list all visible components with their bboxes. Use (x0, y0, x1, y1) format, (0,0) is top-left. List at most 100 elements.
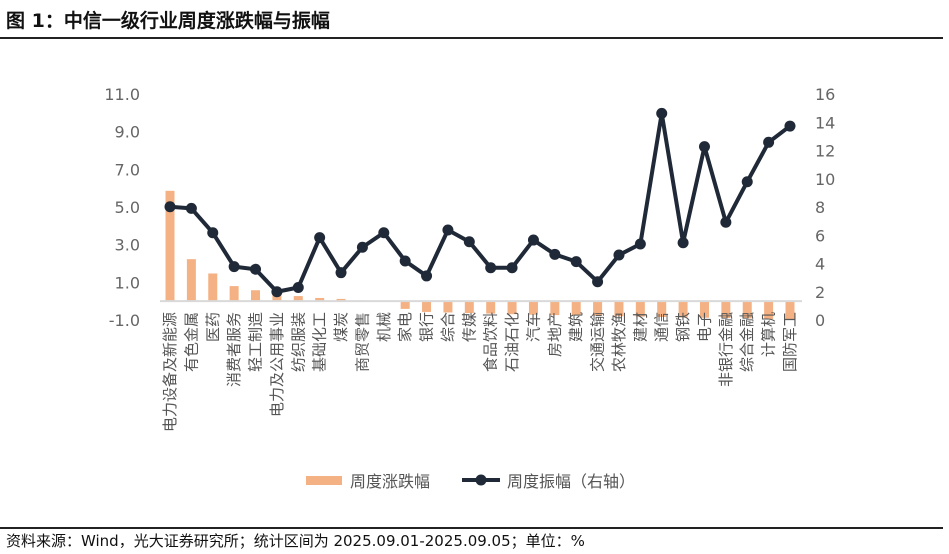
footer-divider (0, 527, 943, 529)
bar (400, 301, 410, 309)
legend-line-label: 周度振幅（右轴） (507, 472, 635, 491)
category-label: 医药 (204, 312, 222, 342)
right-axis-tick: 6 (815, 226, 825, 245)
bar (742, 301, 752, 319)
left-axis-tick: -1.0 (109, 311, 140, 330)
category-label: 基础化工 (311, 312, 329, 372)
line-point (271, 286, 283, 298)
right-axis-tick: 2 (815, 283, 825, 302)
line-point (527, 234, 539, 246)
category-label: 农林牧渔 (610, 312, 628, 372)
line-point (720, 216, 732, 228)
bar (571, 301, 581, 316)
bar (593, 301, 603, 316)
left-axis-tick: 1.0 (115, 273, 140, 292)
category-label: 商贸零售 (353, 312, 371, 372)
bar (251, 290, 261, 302)
right-axis-tick: 12 (815, 142, 835, 161)
title-divider (0, 37, 943, 39)
line-point (613, 249, 625, 261)
bar (229, 286, 239, 302)
line-point (506, 262, 518, 274)
category-label: 非银行金融 (717, 312, 735, 387)
category-label: 煤炭 (332, 312, 350, 342)
right-axis-tick: 8 (815, 198, 825, 217)
line-point (698, 141, 710, 153)
line-point (314, 232, 326, 244)
legend-bar-swatch (306, 476, 342, 485)
amplitude-line (169, 111, 792, 294)
category-label: 通信 (653, 312, 671, 342)
line-point (335, 267, 347, 279)
bar (614, 301, 624, 317)
category-label: 家电 (396, 312, 414, 342)
bar (422, 301, 432, 312)
figure-title: 图 1：中信一级行业周度涨跌幅与振幅 (6, 10, 330, 32)
bar (208, 273, 218, 302)
line-point (399, 255, 411, 267)
bar (315, 297, 325, 302)
bar (165, 190, 175, 302)
bar (272, 293, 282, 302)
left-axis-tick: 11.0 (104, 85, 140, 104)
category-label: 消费者服务 (225, 312, 243, 387)
category-label: 国防军工 (781, 312, 799, 372)
line-point (549, 248, 561, 260)
line-point (378, 227, 390, 239)
line-point (292, 282, 304, 294)
category-label: 电子 (695, 312, 713, 342)
bar (486, 301, 496, 314)
bar (785, 301, 795, 320)
category-label: 银行 (418, 312, 436, 342)
category-label: 电力设备及新能源 (161, 312, 179, 432)
category-label: 建材 (631, 312, 649, 342)
bar (528, 301, 538, 315)
bar (550, 301, 560, 316)
line-point (634, 238, 646, 250)
category-label: 计算机 (760, 312, 778, 357)
line-point (570, 256, 582, 268)
line-point (356, 241, 368, 253)
line-point (592, 276, 604, 288)
left-axis-tick: 3.0 (115, 236, 140, 255)
bar (678, 301, 688, 318)
line-point (228, 261, 240, 273)
line-point (250, 263, 262, 275)
category-label: 交通运输 (589, 312, 607, 372)
source-note: 资料来源：Wind，光大证券研究所；统计区间为 2025.09.01-2025.… (6, 532, 585, 550)
line-point (656, 107, 668, 119)
legend-line-marker (475, 474, 487, 486)
category-label: 传媒 (460, 312, 478, 342)
category-label: 机械 (375, 312, 393, 342)
category-label: 石油石化 (503, 312, 521, 372)
category-label: 钢铁 (674, 312, 692, 342)
line-point (741, 176, 753, 188)
line-point (442, 224, 454, 236)
bar (507, 301, 517, 315)
line-point (784, 120, 796, 132)
bar (721, 301, 731, 319)
bar (293, 296, 303, 302)
right-axis-tick: 16 (815, 85, 835, 104)
right-axis-tick: 0 (815, 311, 825, 330)
category-label: 汽车 (524, 312, 542, 342)
right-axis-tick: 10 (815, 170, 835, 189)
category-label: 综合 (439, 312, 457, 342)
legend-bar-label: 周度涨跌幅 (350, 472, 430, 491)
category-label: 建筑 (567, 312, 585, 342)
bar (764, 301, 774, 320)
line-point (207, 227, 219, 239)
right-axis-tick: 14 (815, 113, 835, 132)
bar (464, 301, 474, 314)
line-point (185, 202, 197, 214)
line-point (763, 136, 775, 148)
left-axis-tick: 5.0 (115, 198, 140, 217)
category-label: 电力及公用事业 (268, 312, 286, 417)
category-label: 有色金属 (182, 312, 200, 372)
bar (443, 301, 453, 313)
line-point (677, 237, 689, 249)
category-label: 综合金融 (738, 312, 756, 372)
line-point (485, 262, 497, 274)
